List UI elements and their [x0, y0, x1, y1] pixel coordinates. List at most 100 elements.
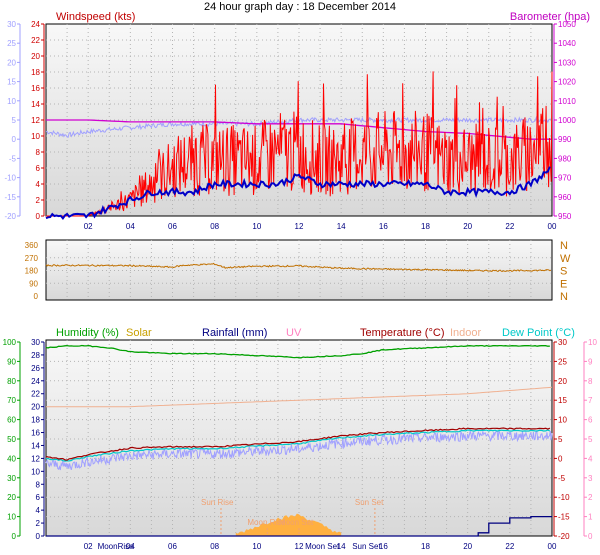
axis-tick-label: 10: [31, 132, 40, 141]
compass-label: S: [560, 266, 567, 278]
axis-tick-label: 10: [558, 416, 567, 425]
axis-tick-label: 60: [7, 416, 16, 425]
axis-tick-label: 50: [7, 435, 16, 444]
axis-tick-label: 9: [588, 357, 593, 366]
series-temperature-noise: [45, 429, 553, 471]
x-tick-label: 20: [463, 542, 472, 551]
series-windspeed: [46, 71, 553, 217]
axis-tick-label: 30: [558, 338, 567, 347]
axis-tick-label: -20: [4, 212, 16, 221]
axis-tick-label: 8: [588, 377, 593, 386]
axis-tick-label: 4: [588, 454, 593, 463]
x-tick-label: 12: [295, 222, 304, 231]
x-tick-label: 06: [168, 222, 177, 231]
series-dewpoint: [45, 429, 551, 462]
direction-tick-label: 270: [25, 254, 39, 263]
axis-tick-label: 7: [588, 396, 593, 405]
series-indoor: [46, 386, 553, 408]
axis-tick-label: 30: [31, 338, 40, 347]
series-temperature: [45, 427, 551, 461]
axis-tick-label: 0: [558, 454, 563, 463]
axis-tick-label: 14: [31, 100, 40, 109]
compass-label: E: [560, 278, 567, 290]
humidity-grid: [46, 340, 552, 536]
axis-tick-label: 8: [36, 148, 41, 157]
axis-tick-label: 30: [7, 474, 16, 483]
x-tick-label: 00: [548, 542, 557, 551]
axis-tick-label: 0: [12, 135, 17, 144]
series-rainfall: [46, 515, 552, 537]
axis-tick-label: 0: [36, 532, 41, 541]
axis-tick-label: 10: [7, 97, 16, 106]
axis-tick-label: 20: [7, 58, 16, 67]
x-tick-label: 14: [337, 222, 346, 231]
axis-tick-label: 3: [588, 474, 593, 483]
axis-tick-label: 80: [7, 377, 16, 386]
axis-tick-label: 20: [7, 493, 16, 502]
axis-tick-label: 1050: [558, 20, 576, 29]
x-tick-label: 04: [126, 222, 135, 231]
legend-windspeed: Windspeed (kts): [56, 11, 135, 23]
axis-tick-label: 15: [558, 396, 567, 405]
wind-axes: 02 04 06 08 10 12 14 16 18 20 22 00302520151050-5-1…: [4, 20, 576, 231]
series-gust: [45, 166, 551, 221]
x-tick-label: 02: [84, 542, 93, 551]
axis-tick-label: 970: [558, 174, 572, 183]
axis-tick-label: 10: [7, 513, 16, 522]
axis-tick-label: 1030: [558, 58, 576, 67]
astro-annotations: Moon Rise Sun Rise Moon Set Sun Set MoonRise…: [98, 498, 385, 551]
annotation-label: Moon Set: [279, 518, 314, 527]
axis-tick-label: 5: [588, 435, 593, 444]
legend-item: Solar: [126, 327, 152, 339]
x-tick-label: 16: [379, 542, 388, 551]
axis-tick-label: 6: [588, 416, 593, 425]
axis-tick-label: 22: [31, 36, 40, 45]
axis-tick-label: 980: [558, 154, 572, 163]
x-tick-label: 06: [168, 542, 177, 551]
axis-tick-label: -10: [558, 493, 570, 502]
axis-tick-label: 16: [31, 429, 40, 438]
direction-tick-label: 180: [25, 267, 39, 276]
extra-tick-label: MoonRise: [98, 542, 135, 551]
axis-tick-label: 990: [558, 135, 572, 144]
x-tick-label: 10: [252, 222, 261, 231]
x-tick-label: 12: [295, 542, 304, 551]
axis-tick-label: -5: [558, 474, 566, 483]
legend-item: Humidity (%): [56, 327, 119, 339]
axis-tick-label: 100: [3, 338, 17, 347]
x-tick-label: 04: [126, 542, 135, 551]
axis-tick-label: 10: [588, 338, 597, 347]
axis-tick-label: 0: [36, 212, 41, 221]
legend-item: Indoor: [450, 327, 482, 339]
axis-tick-label: 25: [558, 357, 567, 366]
extra-tick-label: Moon Set: [305, 542, 340, 551]
axis-tick-label: 1: [588, 513, 593, 522]
axis-tick-label: 24: [31, 20, 40, 29]
axis-tick-label: 5: [12, 116, 17, 125]
axis-tick-label: 20: [31, 403, 40, 412]
axis-tick-label: 12: [31, 116, 40, 125]
x-tick-label: 16: [379, 222, 388, 231]
x-tick-label: 18: [421, 542, 430, 551]
axis-tick-label: 70: [7, 396, 16, 405]
axis-tick-label: 15: [7, 78, 16, 87]
axis-tick-label: 20: [558, 377, 567, 386]
series-solar: [235, 513, 342, 536]
series-humidity: [45, 344, 550, 359]
axis-tick-label: 40: [7, 454, 16, 463]
axis-tick-label: 25: [7, 39, 16, 48]
axis-tick-label: 30: [7, 20, 16, 29]
axis-tick-label: 24: [31, 377, 40, 386]
axis-tick-label: 90: [7, 357, 16, 366]
humidity-legend: Humidity (%) Solar Rainfall (mm) UV Temperat…: [56, 327, 575, 339]
axis-tick-label: 2: [588, 493, 593, 502]
x-tick-label: 18: [421, 222, 430, 231]
axis-tick-label: -20: [558, 532, 570, 541]
direction-tick-label: 0: [34, 292, 39, 301]
axis-tick-label: 0: [588, 532, 593, 541]
axis-tick-label: 950: [558, 212, 572, 221]
direction-tick-label: 90: [29, 279, 38, 288]
axis-tick-label: 2: [36, 519, 41, 528]
